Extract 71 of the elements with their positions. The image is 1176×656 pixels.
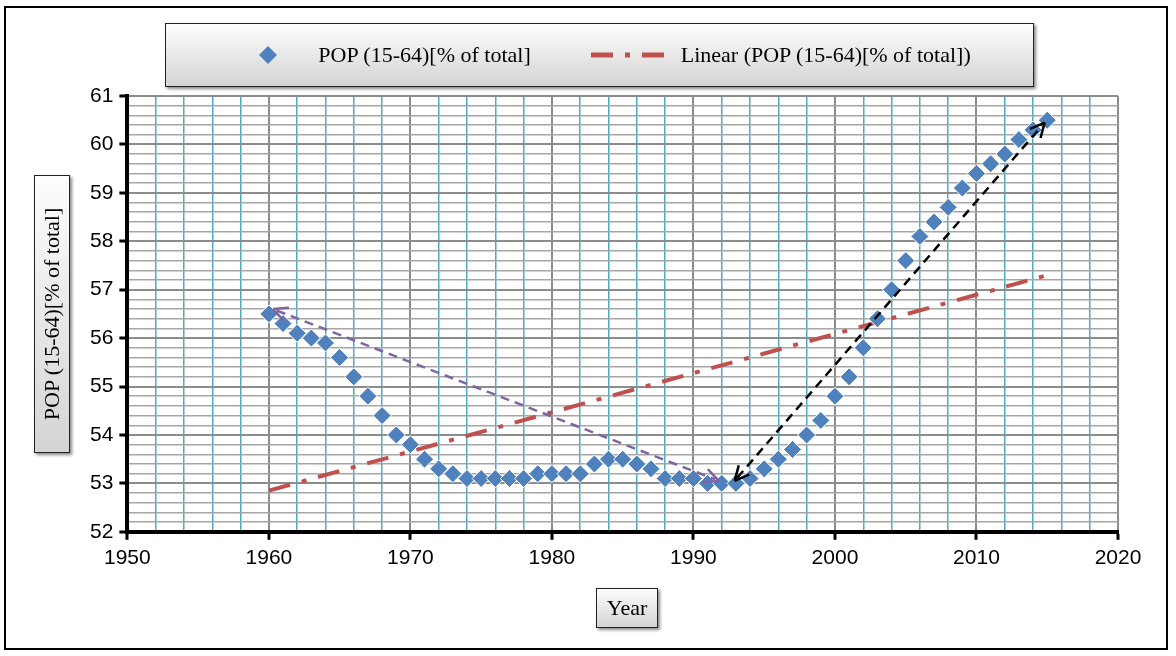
y-tick-label: 59 [90, 179, 114, 203]
y-tick-label: 53 [90, 470, 114, 494]
point [627, 454, 647, 474]
point [386, 425, 406, 445]
point [683, 469, 703, 489]
point [415, 449, 435, 469]
y-tick-label: 56 [90, 324, 114, 348]
point [924, 212, 944, 232]
point [471, 469, 491, 489]
point [514, 469, 534, 489]
point [528, 464, 548, 484]
x-tick-label: 1970 [387, 545, 434, 569]
point [768, 449, 788, 469]
x-axis-title: Year [596, 588, 658, 628]
point [499, 469, 519, 489]
point [344, 367, 364, 387]
point [1009, 130, 1029, 150]
y-tick-label: 55 [90, 373, 114, 397]
point [669, 469, 689, 489]
point [400, 435, 420, 455]
y-tick-label: 52 [90, 518, 114, 542]
point [273, 314, 293, 334]
y-tick-label: 54 [90, 421, 114, 445]
point [952, 178, 972, 198]
point [839, 367, 859, 387]
point [995, 144, 1015, 164]
point [938, 197, 958, 217]
point [754, 459, 774, 479]
point [259, 304, 279, 324]
point [542, 464, 562, 484]
x-tick-label: 1990 [670, 545, 717, 569]
point [910, 226, 930, 246]
point [896, 251, 916, 271]
legend-label: Linear (POP (15-64)[% of total]) [680, 42, 971, 68]
point [485, 469, 505, 489]
y-axis-title: POP (15-64)[% of total] [39, 207, 65, 421]
point [584, 454, 604, 474]
y-tick-label: 60 [90, 131, 114, 155]
point [853, 338, 873, 358]
y-tick-label: 58 [90, 228, 114, 252]
point [315, 333, 335, 353]
point [443, 464, 463, 484]
point [570, 464, 590, 484]
point [301, 328, 321, 348]
point [287, 323, 307, 343]
point [981, 154, 1001, 174]
point [556, 464, 576, 484]
point [613, 449, 633, 469]
x-tick-label: 1980 [528, 545, 576, 569]
y-tick-label: 61 [90, 82, 114, 106]
x-tick-label: 1960 [245, 545, 293, 569]
point [429, 459, 449, 479]
point [330, 347, 350, 367]
point [358, 386, 378, 406]
point [372, 406, 392, 426]
point [882, 280, 902, 300]
legend-label: POP (15-64)[% of total] [318, 42, 531, 68]
x-tick-label: 2010 [953, 545, 1000, 569]
point [825, 386, 845, 406]
x-tick-label: 2020 [1094, 545, 1142, 569]
point [797, 425, 817, 445]
x-tick-label: 2000 [811, 545, 859, 569]
point [811, 410, 831, 430]
point [457, 469, 477, 489]
point [966, 163, 986, 183]
point [1037, 110, 1057, 130]
y-tick-label: 57 [90, 276, 114, 300]
x-tick-label: 1950 [104, 545, 151, 569]
point [641, 459, 661, 479]
point [783, 439, 802, 459]
point [655, 469, 675, 489]
